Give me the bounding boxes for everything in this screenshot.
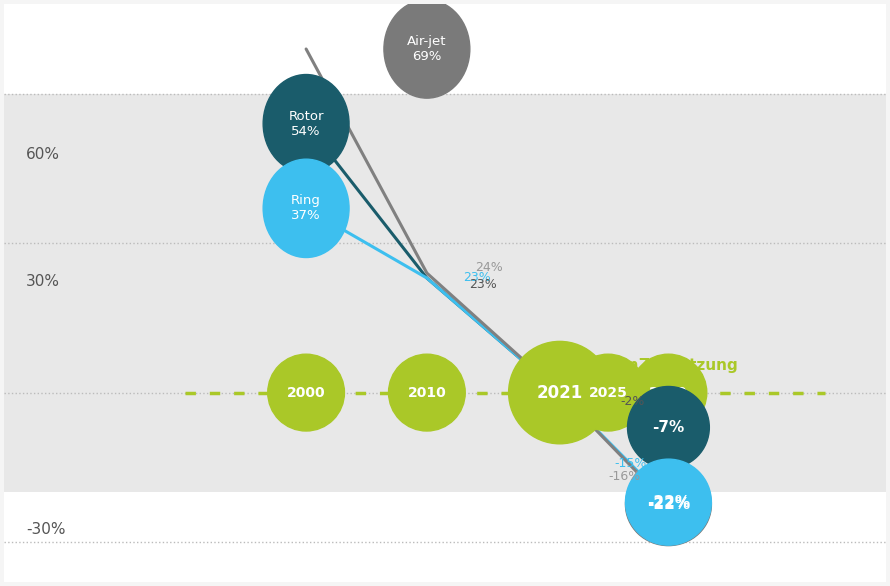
Text: -15%: -15% bbox=[614, 457, 646, 471]
Ellipse shape bbox=[389, 354, 465, 431]
Text: -22%: -22% bbox=[647, 497, 690, 512]
Text: 2010: 2010 bbox=[408, 386, 446, 400]
Ellipse shape bbox=[570, 354, 646, 431]
Text: Zielsetzung: Zielsetzung bbox=[638, 358, 738, 373]
Ellipse shape bbox=[626, 459, 711, 545]
Ellipse shape bbox=[263, 159, 349, 257]
Ellipse shape bbox=[630, 354, 707, 431]
Text: 2025: 2025 bbox=[588, 386, 627, 400]
Text: -30%: -30% bbox=[26, 522, 66, 537]
Text: Air-jet
69%: Air-jet 69% bbox=[407, 35, 447, 63]
Text: -16%: -16% bbox=[608, 470, 640, 483]
Ellipse shape bbox=[626, 464, 711, 546]
Text: Rotor
54%: Rotor 54% bbox=[288, 110, 324, 138]
Ellipse shape bbox=[627, 387, 709, 468]
Text: -7%: -7% bbox=[652, 420, 684, 435]
Ellipse shape bbox=[263, 74, 349, 173]
Ellipse shape bbox=[508, 342, 611, 444]
Text: 30%: 30% bbox=[26, 274, 61, 289]
Text: 2000: 2000 bbox=[287, 386, 326, 400]
Text: -22%: -22% bbox=[647, 495, 690, 510]
Text: 2030: 2030 bbox=[649, 386, 688, 400]
Ellipse shape bbox=[268, 354, 344, 431]
Bar bbox=[4, 492, 886, 582]
Text: 2021: 2021 bbox=[537, 384, 583, 401]
Ellipse shape bbox=[384, 0, 470, 98]
Text: 60%: 60% bbox=[26, 147, 61, 162]
Text: Plan: Plan bbox=[602, 358, 640, 373]
Text: -2%: -2% bbox=[620, 395, 644, 408]
Text: 23%: 23% bbox=[463, 271, 491, 284]
Bar bbox=[4, 4, 886, 94]
Text: Ring
37%: Ring 37% bbox=[291, 195, 321, 222]
Text: 23%: 23% bbox=[469, 278, 497, 291]
Text: 24%: 24% bbox=[475, 261, 503, 274]
